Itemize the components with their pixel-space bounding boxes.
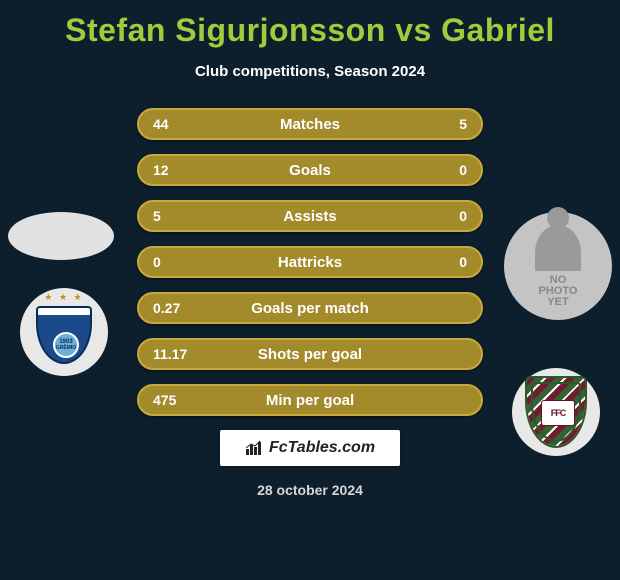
fluminense-crest-icon: FFC — [525, 376, 587, 448]
stat-label: Min per goal — [213, 392, 407, 409]
stat-row-matches: 44 Matches 5 — [137, 108, 483, 140]
branding-text: FcTables.com — [269, 439, 375, 457]
stat-left-value: 11.17 — [153, 346, 213, 362]
page-title: Stefan Sigurjonsson vs Gabriel — [0, 0, 620, 49]
stat-right-value: 5 — [407, 116, 467, 132]
stat-label: Matches — [213, 116, 407, 133]
stat-left-value: 12 — [153, 162, 213, 178]
no-photo-line1: NO — [550, 275, 567, 286]
stat-row-goals: 12 Goals 0 — [137, 154, 483, 186]
player1-photo — [8, 212, 114, 260]
no-photo-line3: YET — [547, 297, 568, 308]
stat-label: Assists — [213, 208, 407, 225]
stat-label: Shots per goal — [213, 346, 407, 363]
infographic-date: 28 october 2024 — [0, 482, 620, 498]
stat-left-value: 44 — [153, 116, 213, 132]
stat-row-hattricks: 0 Hattricks 0 — [137, 246, 483, 278]
stat-right-value: 0 — [407, 162, 467, 178]
subtitle: Club competitions, Season 2024 — [0, 63, 620, 80]
stat-row-shots-per-goal: 11.17 Shots per goal — [137, 338, 483, 370]
no-photo-line2: PHOTO — [539, 286, 578, 297]
stat-left-value: 0 — [153, 254, 213, 270]
stat-right-value: 0 — [407, 254, 467, 270]
stat-row-assists: 5 Assists 0 — [137, 200, 483, 232]
stat-label: Goals — [213, 162, 407, 179]
stats-column: 44 Matches 5 12 Goals 0 5 Assists 0 0 Ha… — [137, 108, 483, 416]
stat-row-min-per-goal: 475 Min per goal — [137, 384, 483, 416]
fctables-watermark: FcTables.com — [220, 430, 400, 466]
stat-label: Hattricks — [213, 254, 407, 271]
club2-badge: FFC — [512, 368, 600, 456]
stat-left-value: 475 — [153, 392, 213, 408]
silhouette-icon — [535, 225, 581, 271]
comparison-content: 44 Matches 5 12 Goals 0 5 Assists 0 0 Ha… — [0, 108, 620, 498]
stat-left-value: 5 — [153, 208, 213, 224]
player2-photo-placeholder: NO PHOTO YET — [504, 212, 612, 320]
club1-badge: ★ ★ ★ 1903GRÊMIO — [20, 288, 108, 376]
stat-row-goals-per-match: 0.27 Goals per match — [137, 292, 483, 324]
gremio-crest-icon: ★ ★ ★ 1903GRÊMIO — [28, 296, 100, 368]
stat-left-value: 0.27 — [153, 300, 213, 316]
stat-label: Goals per match — [213, 300, 407, 317]
stat-right-value: 0 — [407, 208, 467, 224]
bar-chart-icon — [245, 440, 263, 456]
